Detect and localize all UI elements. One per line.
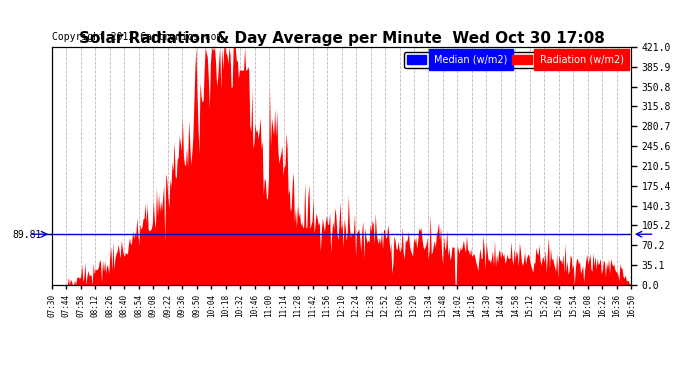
Text: Copyright 2013 Cartronics.com: Copyright 2013 Cartronics.com bbox=[52, 32, 222, 42]
Title: Solar Radiation & Day Average per Minute  Wed Oct 30 17:08: Solar Radiation & Day Average per Minute… bbox=[79, 31, 604, 46]
Legend: Median (w/m2), Radiation (w/m2): Median (w/m2), Radiation (w/m2) bbox=[404, 52, 627, 68]
